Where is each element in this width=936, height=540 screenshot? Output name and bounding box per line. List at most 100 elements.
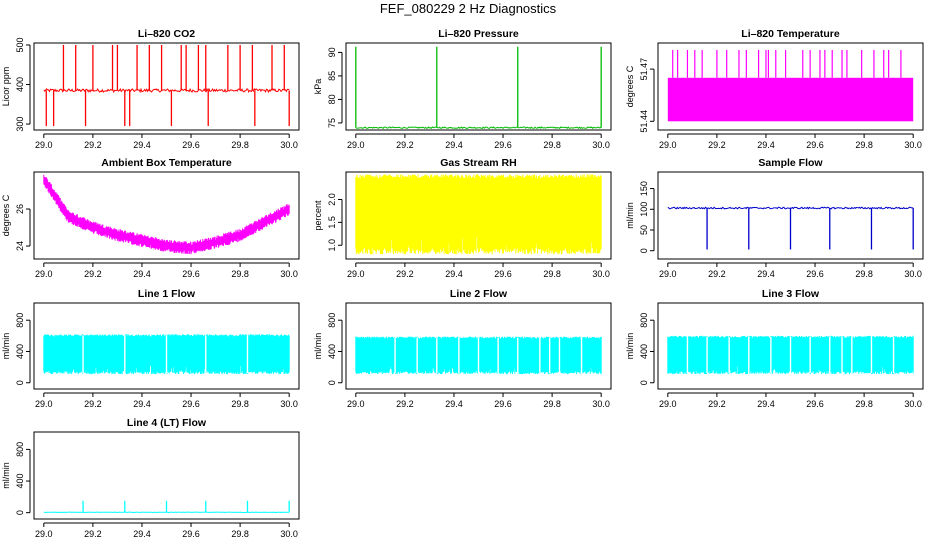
x-tick-label: 29.2 [396, 140, 414, 150]
x-tick-label: 29.4 [757, 269, 775, 279]
x-tick-label: 29.0 [35, 399, 53, 409]
x-tick-label: 29.8 [855, 399, 873, 409]
data-line [355, 174, 602, 255]
x-tick-label: 29.8 [231, 140, 249, 150]
y-axis: 0 400 800 [327, 313, 343, 385]
x-tick-label: 29.2 [84, 399, 102, 409]
y-tick-label: 150 [639, 181, 649, 196]
x-tick-label: 29.4 [133, 140, 151, 150]
x-axis: 29.0 29.2 29.4 29.6 29.8 30.0 [347, 262, 610, 279]
x-tick-label: 29.0 [659, 140, 677, 150]
y-tick-label: 800 [15, 313, 25, 328]
x-axis: 29.0 29.2 29.4 29.6 29.8 30.0 [35, 522, 298, 539]
data-series [355, 336, 602, 375]
chart-title: Li–820 Temperature [741, 28, 840, 40]
data-series [355, 174, 602, 255]
y-axis: 0 400 800 [15, 313, 31, 385]
data-series [43, 334, 290, 375]
y-tick-label: 400 [639, 344, 649, 359]
chart-title: Line 4 (LT) Flow [127, 417, 207, 429]
y-tick-label: 85 [327, 71, 337, 81]
y-axis: 51.44 51.47 [639, 58, 655, 133]
x-tick-label: 30.0 [592, 269, 610, 279]
x-tick-label: 29.4 [445, 140, 463, 150]
x-tick-label: 29.6 [494, 399, 512, 409]
y-tick-label: 0 [639, 380, 649, 385]
data-line [43, 174, 290, 255]
chart-title: Ambient Box Temperature [101, 157, 232, 169]
y-tick-label: 0 [639, 248, 649, 253]
x-tick-label: 29.4 [757, 140, 775, 150]
y-axis: 1.0 1.5 2.0 [327, 193, 343, 252]
y-tick-label: 300 [15, 117, 25, 132]
chart-title: Line 1 Flow [138, 288, 196, 300]
x-tick-label: 29.2 [708, 269, 726, 279]
x-tick-label: 29.4 [757, 399, 775, 409]
x-axis: 29.0 29.2 29.4 29.6 29.8 30.0 [35, 133, 298, 150]
y-axis: 0 400 800 [15, 442, 31, 515]
y-tick-label: 0 [15, 380, 25, 385]
plot-frame [657, 302, 924, 390]
x-tick-label: 29.8 [231, 529, 249, 539]
y-axis: 24 26 [15, 204, 31, 251]
x-tick-label: 30.0 [280, 529, 298, 539]
y-tick-label: 26 [15, 204, 25, 214]
plot-frame [657, 171, 924, 260]
data-line [667, 206, 914, 210]
y-axis-label: degrees C [1, 194, 11, 236]
chart-title: Sample Flow [758, 157, 823, 169]
x-tick-label: 29.4 [133, 269, 151, 279]
chart-panel-4: Ambient Box Temperature degrees C 29.0 29.2… [1, 157, 300, 279]
x-tick-label: 29.0 [659, 399, 677, 409]
chart-panel-6: Sample Flow ml/min 29.0 29.2 29.4 29.6 29.8 30.… [625, 157, 924, 279]
y-tick-label: 0 [327, 380, 337, 385]
chart-panel-5: Gas Stream RH percent 29.0 29.2 29.4 29.6 29.8… [313, 157, 612, 279]
x-tick-label: 29.8 [231, 269, 249, 279]
y-axis-label: kPa [313, 79, 323, 95]
x-tick-label: 29.8 [231, 399, 249, 409]
y-tick-label: 90 [327, 47, 337, 57]
data-series [43, 174, 290, 255]
data-series [667, 206, 914, 250]
chart-panel-8: Line 2 Flow ml/min 29.0 29.2 29.4 29.6 29.8 30.… [313, 288, 612, 409]
data-series [355, 46, 602, 130]
y-axis: 75 80 85 90 [327, 47, 343, 128]
x-tick-label: 29.4 [445, 269, 463, 279]
x-tick-label: 29.6 [182, 140, 200, 150]
x-tick-label: 29.6 [494, 140, 512, 150]
x-tick-label: 30.0 [280, 269, 298, 279]
y-axis: 0 400 800 [639, 313, 655, 385]
y-tick-label: 80 [327, 94, 337, 104]
y-tick-label: 51.44 [639, 110, 649, 133]
x-tick-label: 29.0 [347, 140, 365, 150]
y-axis-label: ml/min [625, 202, 635, 229]
x-tick-label: 30.0 [592, 399, 610, 409]
data-line [355, 126, 602, 130]
x-tick-label: 29.2 [84, 529, 102, 539]
chart-panel-9: Line 3 Flow ml/min 29.0 29.2 29.4 29.6 29.8 30.… [625, 288, 924, 409]
x-tick-label: 29.8 [543, 269, 561, 279]
data-series [43, 44, 290, 127]
plot-frame [33, 42, 300, 131]
data-band [667, 77, 914, 122]
chart-title: Gas Stream RH [440, 157, 516, 169]
x-tick-label: 29.8 [855, 140, 873, 150]
x-tick-label: 29.4 [133, 399, 151, 409]
x-tick-label: 30.0 [592, 140, 610, 150]
x-tick-label: 29.2 [84, 140, 102, 150]
y-tick-label: 51.47 [639, 58, 649, 81]
x-tick-label: 29.4 [445, 399, 463, 409]
plot-frame [33, 171, 300, 260]
y-tick-label: 1.5 [327, 216, 337, 229]
plot-frame [33, 302, 300, 390]
x-tick-label: 29.0 [347, 269, 365, 279]
y-tick-label: 400 [15, 344, 25, 359]
y-tick-label: 2.0 [327, 193, 337, 206]
y-tick-label: 50 [639, 225, 649, 235]
y-axis: 300 400 500 [15, 37, 31, 132]
chart-panel-2: Li–820 Pressure kPa 29.0 29.2 29.4 29.6 29.8 30… [313, 28, 612, 150]
y-tick-label: 75 [327, 118, 337, 128]
x-axis: 29.0 29.2 29.4 29.6 29.8 30.0 [347, 133, 610, 150]
x-tick-label: 29.8 [855, 269, 873, 279]
